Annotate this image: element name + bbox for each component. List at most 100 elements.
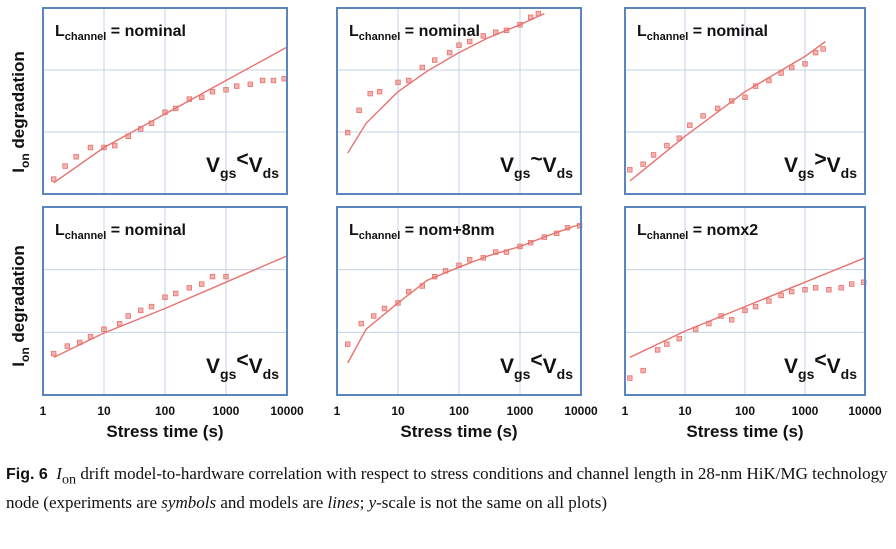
- x-tick-label: 1000: [507, 404, 534, 418]
- condition-label-part: ds: [263, 165, 280, 181]
- data-point: [87, 144, 94, 151]
- model-line: [347, 12, 545, 154]
- data-point: [503, 249, 510, 255]
- channel-label-main: L: [637, 23, 647, 40]
- ylabel-sub-top: on: [18, 153, 32, 168]
- condition-label-part: gs: [514, 366, 531, 382]
- data-point: [778, 292, 784, 299]
- condition-label-part: ds: [557, 165, 574, 181]
- condition-label-part: V: [827, 355, 841, 378]
- x-tick-label: 10: [391, 404, 405, 418]
- channel-label-sub: channel: [65, 31, 107, 43]
- x-tick-label: 10: [678, 404, 692, 418]
- data-point: [395, 300, 401, 306]
- data-point: [270, 77, 277, 84]
- caption-text-3: ;: [359, 493, 369, 513]
- condition-label-part: gs: [220, 165, 237, 181]
- channel-label-main: L: [349, 222, 359, 239]
- channel-label-main: L: [349, 23, 359, 40]
- data-point: [172, 105, 179, 112]
- data-point: [281, 76, 287, 82]
- channel-label-sub: channel: [65, 230, 107, 242]
- data-point: [442, 268, 449, 274]
- data-point: [456, 42, 462, 48]
- channel-label-rest: = nom+8nm: [400, 222, 494, 239]
- condition-label-part: <: [530, 349, 542, 372]
- data-point: [752, 83, 759, 89]
- channel-label: Lchannel = nominal: [55, 222, 186, 242]
- data-point: [198, 94, 205, 100]
- ylabel-main-top: I: [9, 168, 28, 173]
- x-tick-label: 1: [40, 404, 47, 418]
- condition-label-part: V: [249, 355, 263, 378]
- data-point: [370, 313, 377, 319]
- data-point: [820, 46, 826, 52]
- caption-ion-main: I: [56, 464, 62, 483]
- x-tick-label: 100: [735, 404, 755, 418]
- channel-label-sub: channel: [359, 230, 401, 242]
- data-point: [714, 105, 721, 112]
- condition-label-part: V: [827, 154, 841, 177]
- condition-label-part: ds: [841, 366, 858, 382]
- data-point: [367, 90, 373, 97]
- x-tick-label: 10: [97, 404, 111, 418]
- ylabel-sub-bottom: on: [18, 347, 32, 362]
- ylabel-rest-bottom: degradation: [9, 245, 28, 347]
- x-tick-label: 1: [622, 404, 629, 418]
- channel-label: Lchannel = nominal: [55, 23, 186, 43]
- model-line: [347, 223, 582, 364]
- ylabel-main-bottom: I: [9, 362, 28, 367]
- condition-label-part: ~: [530, 148, 542, 171]
- data-point: [650, 152, 657, 158]
- data-point: [381, 305, 388, 312]
- condition-label: Vgs~Vds: [500, 148, 573, 181]
- condition-label: Vgs>Vds: [784, 148, 857, 181]
- data-point: [101, 144, 107, 151]
- channel-label-main: L: [55, 23, 65, 40]
- condition-label-part: <: [236, 349, 248, 372]
- data-point: [466, 38, 473, 45]
- data-point: [706, 320, 712, 327]
- data-point: [51, 350, 57, 357]
- data-point: [687, 122, 693, 128]
- data-point: [812, 285, 819, 291]
- condition-label-part: ds: [263, 366, 280, 382]
- data-point: [812, 49, 819, 56]
- data-point: [456, 262, 462, 268]
- data-point: [789, 288, 795, 295]
- caption-ion-symbol: I: [56, 464, 62, 483]
- channel-label-sub: channel: [647, 230, 689, 242]
- data-point: [517, 21, 523, 28]
- panel-frame: [624, 206, 866, 396]
- svg-text:Ion degradation: Ion degradation: [9, 245, 32, 366]
- channel-label-rest: = nominal: [400, 23, 480, 40]
- data-point: [654, 347, 661, 353]
- data-point: [676, 135, 682, 141]
- x-tick-label: 1000: [213, 404, 240, 418]
- caption-term-symbols: symbols: [161, 493, 217, 513]
- data-point: [729, 317, 735, 323]
- data-point: [112, 142, 118, 149]
- data-point: [172, 290, 179, 297]
- data-point: [742, 307, 748, 314]
- channel-label-sub: channel: [647, 31, 689, 43]
- caption-text-4: -scale is not the same on all plots): [376, 493, 607, 513]
- condition-label-part: V: [543, 355, 557, 378]
- data-point: [73, 154, 79, 160]
- data-point: [125, 313, 131, 319]
- data-point: [77, 339, 83, 346]
- condition-label-part: <: [236, 148, 248, 171]
- data-point: [778, 70, 784, 76]
- figure-caption: Fig. 6 Ion drift model-to-hardware corre…: [6, 462, 890, 514]
- x-tick-label: 100: [449, 404, 469, 418]
- data-point: [344, 341, 351, 347]
- condition-label-part: V: [784, 355, 798, 378]
- data-point: [419, 283, 425, 289]
- data-point: [640, 161, 646, 167]
- condition-label-part: ds: [557, 366, 574, 382]
- panel-top-right: Lchannel = nominal Vgs>Vds: [624, 7, 866, 195]
- data-point: [395, 79, 401, 86]
- channel-label: Lchannel = nominal: [637, 23, 768, 43]
- data-point: [492, 249, 499, 255]
